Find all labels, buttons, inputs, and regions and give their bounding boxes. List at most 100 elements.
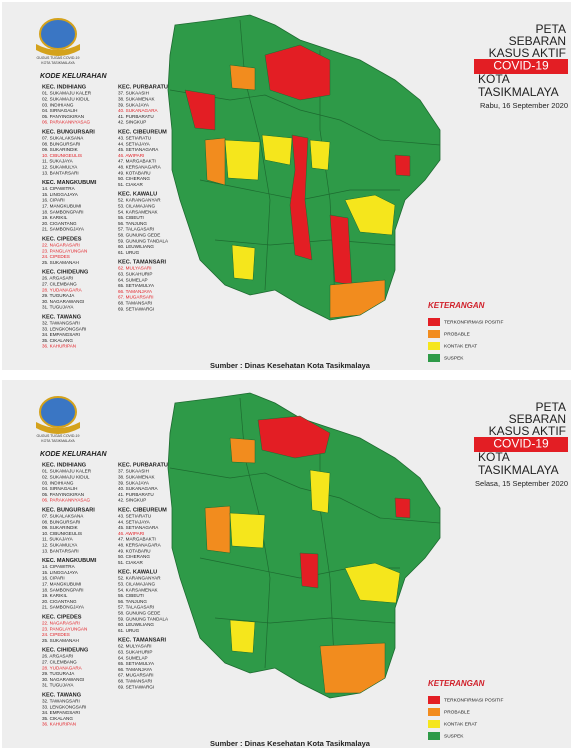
kelurahan-name: 39. SUKAJAYA — [118, 480, 150, 485]
legend-label: SUSPEK — [444, 733, 464, 739]
source: Sumber : Dinas Kesehatan Kota Tasikmalay… — [210, 739, 371, 748]
kelurahan-name: 01. SUKAMAJU KALER — [42, 469, 92, 474]
title-line: SEBARAN — [509, 34, 566, 48]
subtitle-line: KOTA — [478, 450, 510, 464]
kelurahan-name: 27. CILEMBANG — [42, 660, 77, 665]
kelurahan-name: 02. SUKAMAJU KIDUL — [42, 97, 90, 102]
list-title: KODE KELURAHAN — [40, 451, 107, 458]
title-highlight: COVID-19 — [493, 437, 549, 451]
kelurahan-name: 43. SETIARATU — [118, 136, 151, 141]
district-name: KEC. KAWALU — [118, 191, 157, 197]
district-name: KEC. CIHIDEUNG — [42, 647, 88, 653]
area-red — [264, 44, 331, 101]
district-name: KEC. BUNGURSARI — [42, 507, 95, 513]
kelurahan-name: 41. PURBARATU — [118, 492, 154, 497]
kelurahan-name: 35. CIKALANG — [42, 338, 73, 343]
kelurahan-name: 66. TAMANJAYA — [118, 667, 153, 672]
logo-text: GUGUS TUGAS COVID-19 — [37, 56, 80, 60]
kelurahan-name: 54. KARSAMENAK — [118, 587, 159, 592]
kelurahan-name: 08. BUNGURSARI — [42, 519, 80, 524]
subtitle-line: TASIKMALAYA — [478, 85, 559, 99]
kelurahan-name: 31. TUGUJAYA — [42, 683, 74, 688]
kelurahan-name: 20. CIGANTANG — [42, 599, 77, 604]
area-red — [257, 415, 331, 459]
kelurahan-name: 61. URUG — [118, 628, 140, 633]
legend-swatch — [428, 708, 440, 716]
kelurahan-name: 61. URUG — [118, 250, 140, 255]
kelurahan-name: 13. BANTARSARI — [42, 548, 79, 553]
kelurahan-name: 69. SETIAWARGI — [118, 684, 154, 689]
district-name: KEC. INDIHIANG — [42, 84, 86, 90]
kelurahan-name: 16. CIPARI — [42, 576, 65, 581]
kelurahan-name: 63. SUKAHURIP — [118, 650, 152, 655]
kelurahan-name: 51. CIAKAR — [118, 182, 143, 187]
kelurahan-name: 60. LEUWILIANG — [118, 244, 154, 249]
kelurahan-name: 65. SETIAMULYA — [118, 661, 155, 666]
area-red — [394, 497, 411, 519]
kelurahan-name: 48. KERSANAGARA — [118, 165, 162, 170]
legend-swatch — [428, 720, 440, 728]
title-highlight: COVID-19 — [493, 59, 549, 73]
kelurahan-name: 30. NAGARAWANGI — [42, 299, 84, 304]
kelurahan-name: 56. TANJUNG — [118, 599, 147, 604]
kelurahan-name: 36. KAHURIPAN — [42, 722, 76, 727]
kelurahan-name: 09. SUKARINDIK — [42, 525, 79, 530]
kelurahan-name: 35. CIKALANG — [42, 716, 73, 721]
kelurahan-name: 68. TAMANSARI — [118, 301, 152, 306]
kelurahan-name: 18. SAMBONGPARI — [42, 587, 84, 592]
kelurahan-name: 53. CILAMAJANG — [118, 582, 155, 587]
legend-label: TERKONFIRMASI POSITIF — [444, 319, 504, 325]
area-orange — [319, 642, 386, 694]
kelurahan-name: 19. KARIKIL — [42, 215, 68, 220]
kelurahan-name: 42. SINGKUP — [118, 498, 146, 503]
area-orange — [204, 137, 226, 186]
kelurahan-name: 44. SETIAJAYA — [118, 519, 151, 524]
legend-swatch — [428, 696, 440, 704]
kelurahan-name: 05. PANYINGKIRAN — [42, 114, 84, 119]
kelurahan-name: 50. CIHERANG — [118, 554, 150, 559]
map — [167, 392, 441, 699]
kelurahan-name: 04. SIRNAGALIH — [42, 486, 78, 491]
kelurahan-name: 66. TAMANJAYA — [118, 289, 153, 294]
district-name: KEC. CIHIDEUNG — [42, 269, 88, 275]
kelurahan-name: 02. SUKAMAJU KIDUL — [42, 475, 90, 480]
area-orange — [329, 279, 386, 319]
kelurahan-name: 25. SUKAMANAH — [42, 638, 79, 643]
area-yellow — [261, 134, 293, 166]
legend-label: PROBABLE — [444, 331, 470, 337]
kelurahan-name: 19. KARIKIL — [42, 593, 68, 598]
kelurahan-name: 40. SUKANAGARA — [118, 486, 159, 491]
district-name: KEC. PURBARATU — [118, 84, 168, 90]
area-yellow — [344, 562, 401, 604]
district-name: KEC. TAWANG — [42, 314, 81, 320]
area-yellow — [344, 194, 396, 236]
legend-label: TERKONFIRMASI POSITIF — [444, 697, 504, 703]
district-name: KEC. PURBARATU — [118, 462, 168, 468]
logo-text: KOTA TASIKMALAYA — [41, 439, 75, 443]
logo-text: GUGUS TUGAS COVID-19 — [37, 434, 80, 438]
kelurahan-name: 40. SUKANAGARA — [118, 108, 159, 113]
date: Rabu, 16 September 2020 — [480, 101, 568, 110]
kelurahan-name: 32. TAWANGSARI — [42, 699, 80, 704]
title-line: KASUS AKTIF — [489, 46, 566, 60]
kelurahan-name: 31. TUGUJAYA — [42, 305, 74, 310]
kelurahan-name: 29. TUGURAJA — [42, 671, 75, 676]
kelurahan-name: 10. CIBUNIGEULIS — [42, 153, 82, 158]
kelurahan-name: 14. CIPAWITRA — [42, 186, 76, 191]
kelurahan-name: 52. KARANGANYAR — [118, 576, 161, 581]
district-name: KEC. KAWALU — [118, 569, 157, 575]
kelurahan-name: 17. MANGKUBUMI — [42, 204, 81, 209]
kelurahan-name: 38. SUKAMENAK — [118, 97, 155, 102]
kelurahan-name: 25. SUKAMANAH — [42, 260, 79, 265]
kelurahan-name: 16. CIPARI — [42, 198, 65, 203]
kelurahan-name: 06. PARAKANNYASAG — [42, 120, 91, 125]
source: Sumber : Dinas Kesehatan Kota Tasikmalay… — [210, 361, 371, 370]
district-name: KEC. CIBEUREUM — [118, 129, 167, 135]
area-orange — [204, 505, 231, 554]
title-line: PETA — [536, 22, 566, 36]
legend-swatch — [428, 318, 440, 326]
kelurahan-name: 68. TAMANSARI — [118, 679, 152, 684]
legend-label: KONTAK ERAT — [444, 721, 477, 727]
kelurahan-name: 44. SETIAJAYA — [118, 141, 151, 146]
